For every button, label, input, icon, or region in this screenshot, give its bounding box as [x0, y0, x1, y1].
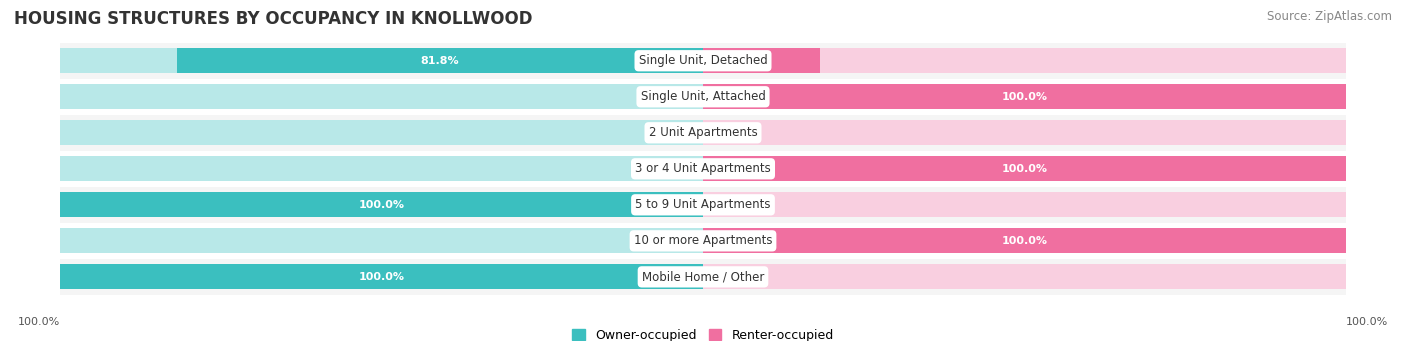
Text: 3 or 4 Unit Apartments: 3 or 4 Unit Apartments: [636, 162, 770, 175]
Text: Mobile Home / Other: Mobile Home / Other: [641, 270, 765, 283]
Text: 100.0%: 100.0%: [1001, 164, 1047, 174]
Bar: [60, 120, 703, 145]
Text: HOUSING STRUCTURES BY OCCUPANCY IN KNOLLWOOD: HOUSING STRUCTURES BY OCCUPANCY IN KNOLL…: [14, 10, 533, 28]
Text: 2 Unit Apartments: 2 Unit Apartments: [648, 126, 758, 139]
Text: 100.0%: 100.0%: [359, 200, 405, 210]
Text: 0.0%: 0.0%: [662, 92, 690, 102]
Text: 100.0%: 100.0%: [1346, 317, 1388, 327]
Text: 100.0%: 100.0%: [18, 317, 60, 327]
Bar: [60, 259, 1346, 295]
Bar: [60, 156, 703, 181]
Text: 18.2%: 18.2%: [716, 56, 751, 66]
Bar: [60, 79, 1346, 115]
Bar: [703, 120, 1346, 145]
Bar: [60, 223, 1346, 259]
Bar: [703, 264, 1346, 290]
Bar: [703, 228, 1346, 253]
Bar: [60, 115, 1346, 151]
Bar: [60, 264, 703, 290]
Text: 0.0%: 0.0%: [662, 164, 690, 174]
Text: 0.0%: 0.0%: [716, 128, 744, 138]
Text: Single Unit, Attached: Single Unit, Attached: [641, 90, 765, 103]
Text: 0.0%: 0.0%: [716, 272, 744, 282]
Bar: [703, 48, 820, 73]
Text: 100.0%: 100.0%: [1001, 92, 1047, 102]
Bar: [703, 156, 1346, 181]
Bar: [60, 48, 703, 73]
Bar: [177, 48, 703, 73]
Bar: [703, 156, 1346, 181]
Bar: [703, 192, 1346, 218]
Text: 100.0%: 100.0%: [1001, 236, 1047, 246]
Text: 10 or more Apartments: 10 or more Apartments: [634, 234, 772, 247]
Bar: [60, 192, 703, 218]
Bar: [60, 84, 703, 109]
Bar: [60, 151, 1346, 187]
Text: 81.8%: 81.8%: [420, 56, 460, 66]
Bar: [703, 48, 1346, 73]
Text: Source: ZipAtlas.com: Source: ZipAtlas.com: [1267, 10, 1392, 23]
Text: 0.0%: 0.0%: [662, 236, 690, 246]
Bar: [60, 187, 1346, 223]
Bar: [60, 192, 703, 218]
Text: 100.0%: 100.0%: [359, 272, 405, 282]
Text: 5 to 9 Unit Apartments: 5 to 9 Unit Apartments: [636, 198, 770, 211]
Bar: [60, 43, 1346, 79]
Bar: [703, 84, 1346, 109]
Text: 0.0%: 0.0%: [716, 200, 744, 210]
Text: Single Unit, Detached: Single Unit, Detached: [638, 54, 768, 67]
Bar: [703, 228, 1346, 253]
Bar: [703, 84, 1346, 109]
Legend: Owner-occupied, Renter-occupied: Owner-occupied, Renter-occupied: [568, 324, 838, 341]
Text: 0.0%: 0.0%: [662, 128, 690, 138]
Bar: [60, 228, 703, 253]
Bar: [60, 264, 703, 290]
